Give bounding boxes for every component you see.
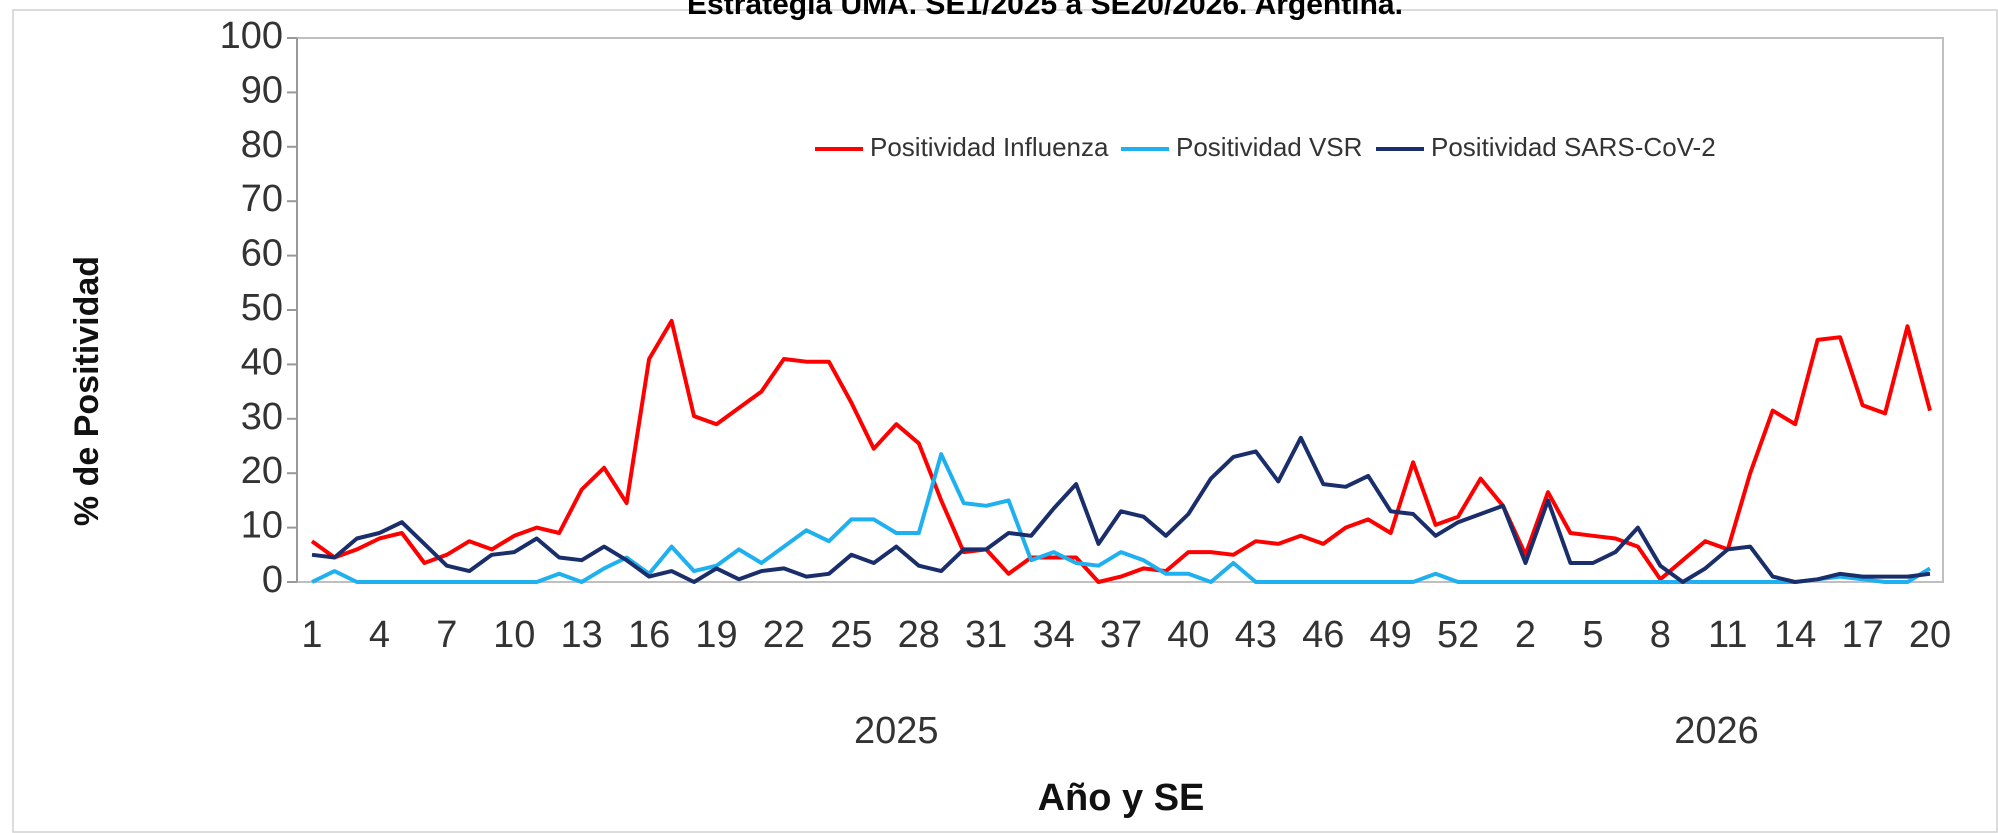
x-tick-label: 1 <box>301 614 322 656</box>
series-line <box>311 452 1932 584</box>
x-group-label: 2025 <box>854 710 939 752</box>
series-line <box>311 435 1931 584</box>
y-tick-label: 100 <box>220 15 283 57</box>
x-tick-label: 4 <box>369 614 390 656</box>
x-tick-label: 17 <box>1841 614 1883 656</box>
x-tick-label: 8 <box>1650 614 1671 656</box>
x-tick-label: 19 <box>695 614 737 656</box>
legend-label: Positividad Influenza <box>870 132 1109 162</box>
y-tick-label: 20 <box>241 450 283 492</box>
y-tick-label: 30 <box>241 396 283 438</box>
x-group-label: 2026 <box>1674 710 1759 752</box>
x-tick-label: 7 <box>436 614 457 656</box>
x-tick-label: 34 <box>1032 614 1074 656</box>
x-tick-label: 25 <box>830 614 872 656</box>
x-tick-label: 13 <box>561 614 603 656</box>
series-line <box>310 318 1932 584</box>
x-tick-label: 28 <box>898 614 940 656</box>
y-tick-label: 90 <box>241 69 283 111</box>
x-tick-label: 14 <box>1774 614 1816 656</box>
y-tick-label: 80 <box>241 124 283 166</box>
chart-title: Estrategia UMA. SE1/2025 a SE20/2026. Ar… <box>687 0 1403 21</box>
y-tick-label: 70 <box>241 178 283 220</box>
x-tick-label: 37 <box>1100 614 1142 656</box>
x-tick-label: 49 <box>1370 614 1412 656</box>
x-tick-label: 11 <box>1708 614 1747 656</box>
y-tick-label: 60 <box>241 233 283 275</box>
x-tick-label: 2 <box>1515 614 1536 656</box>
y-axis-title: % de Positividad <box>68 256 106 526</box>
x-tick-label: 46 <box>1302 614 1344 656</box>
x-tick-label: 40 <box>1167 614 1209 656</box>
plot-border <box>296 37 1944 583</box>
frame <box>12 9 1998 833</box>
y-tick-label: 10 <box>241 505 283 547</box>
x-tick-label: 43 <box>1235 614 1277 656</box>
x-tick-label: 31 <box>965 614 1007 656</box>
legend-label: Positividad VSR <box>1176 132 1362 162</box>
x-tick-label: 16 <box>628 614 670 656</box>
x-axis-title: Año y SE <box>1038 777 1205 819</box>
y-tick-label: 50 <box>241 287 283 329</box>
x-tick-label: 10 <box>493 614 535 656</box>
x-tick-label: 22 <box>763 614 805 656</box>
x-tick-label: 52 <box>1437 614 1479 656</box>
x-tick-label: 20 <box>1909 614 1951 656</box>
legend-label: Positividad SARS-CoV-2 <box>1431 132 1716 162</box>
y-tick-label: 40 <box>241 341 283 383</box>
y-tick-label: 0 <box>262 559 283 601</box>
x-tick-label: 5 <box>1582 614 1603 656</box>
